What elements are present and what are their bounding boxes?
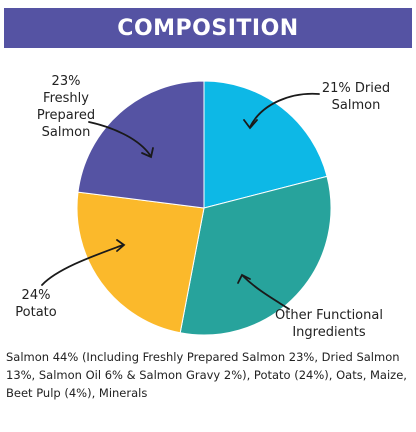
arrowhead-other-functional xyxy=(237,273,251,284)
composition-description: Salmon 44% (Including Freshly Prepared S… xyxy=(6,350,407,400)
pie-chart: 21% Dried Salmon Other Functional Ingredien… xyxy=(15,74,390,340)
header-title: COMPOSITION xyxy=(117,15,299,41)
slice-label-24-potato: 24% Potato xyxy=(15,288,56,320)
pie-slice-other-functional-ingredients xyxy=(179,175,332,336)
composition-header: COMPOSITION xyxy=(4,8,412,48)
arrowhead-freshly-prepared-salmon xyxy=(141,147,154,159)
callout-arrow-potato xyxy=(41,244,124,286)
callout-arrow-freshly-prepared-salmon xyxy=(88,121,151,156)
slice-label-21-dried-salmon: 21% Dried Salmon xyxy=(322,81,390,113)
slice-label-other-functional-ingredients: Other Functional Ingredients xyxy=(275,308,383,340)
arrowhead-potato xyxy=(116,239,126,252)
callout-arrow-dried-salmon xyxy=(249,92,320,128)
slice-label-23-freshly-prepared-salmon: 23% Freshly Prepared Salmon xyxy=(37,74,95,140)
callout-arrow-other-functional xyxy=(242,275,290,310)
arrowhead-dried-salmon xyxy=(243,119,258,130)
pie-slice-24-potato xyxy=(76,191,205,334)
pie-slice-21-dried-salmon xyxy=(203,80,328,209)
